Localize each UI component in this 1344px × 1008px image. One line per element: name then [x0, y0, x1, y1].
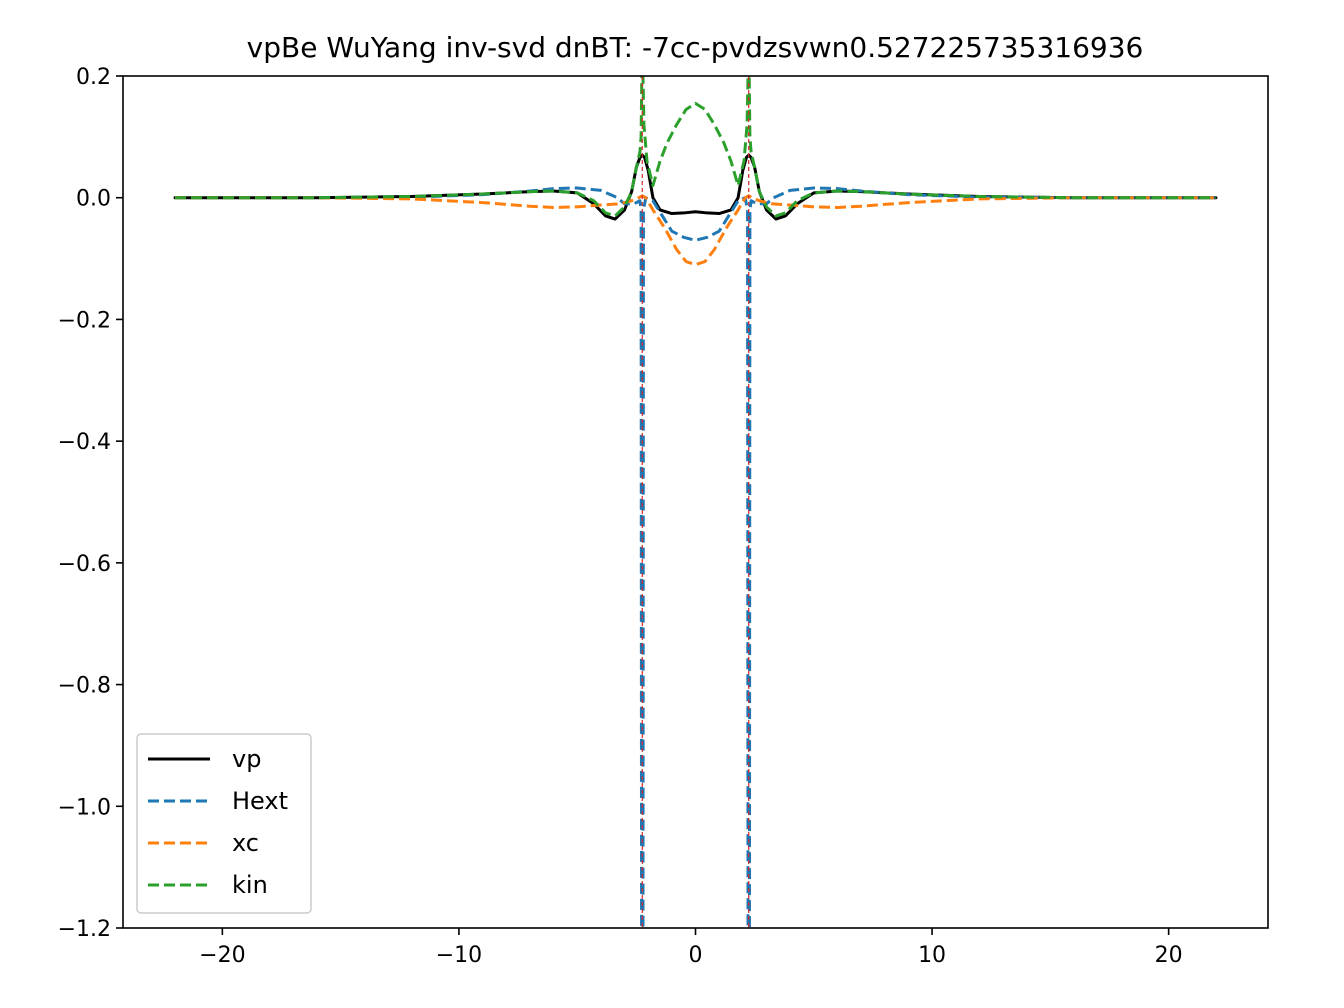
x-tick-label: 0	[689, 943, 703, 968]
y-tick-label: −0.8	[58, 674, 111, 699]
plot-area	[123, 76, 1268, 928]
legend-label-vp: vp	[232, 745, 261, 773]
x-tick-label: −20	[199, 943, 245, 968]
legend-label-xc: xc	[232, 829, 259, 857]
legend: vp Hext xc kin	[136, 733, 312, 914]
legend-label-kin: kin	[232, 871, 268, 899]
y-tick-label: −0.2	[58, 308, 111, 333]
y-tick-label: 0.2	[76, 65, 111, 90]
x-axis: −20 −10 0 10 20	[199, 928, 1183, 968]
x-tick-label: 10	[918, 943, 946, 968]
y-tick-label: −0.4	[58, 430, 111, 455]
legend-box	[136, 733, 312, 914]
series-line-vp	[173, 153, 1218, 221]
legend-entries: vp Hext xc kin	[148, 745, 288, 899]
y-tick-label: −1.0	[58, 795, 111, 820]
y-axis: 0.2 0.0 −0.2 −0.4 −0.6 −0.8 −1.0 −1.2	[58, 65, 123, 942]
x-tick-label: −10	[436, 943, 482, 968]
series-line-xc	[175, 194, 1216, 267]
series-line-hext	[175, 186, 1216, 928]
series-line-kin	[175, 76, 1216, 218]
x-tick-label: 20	[1155, 943, 1183, 968]
y-tick-label: 0.0	[76, 187, 111, 212]
y-tick-label: −1.2	[58, 917, 111, 942]
chart-title: vpBe WuYang inv-svd dnBT: -7cc-pvdzsvwn0…	[247, 31, 1144, 64]
y-tick-label: −0.6	[58, 552, 111, 577]
atom-marker-layer	[641, 76, 750, 928]
series-layer	[173, 76, 1218, 928]
legend-label-hext: Hext	[232, 787, 288, 815]
